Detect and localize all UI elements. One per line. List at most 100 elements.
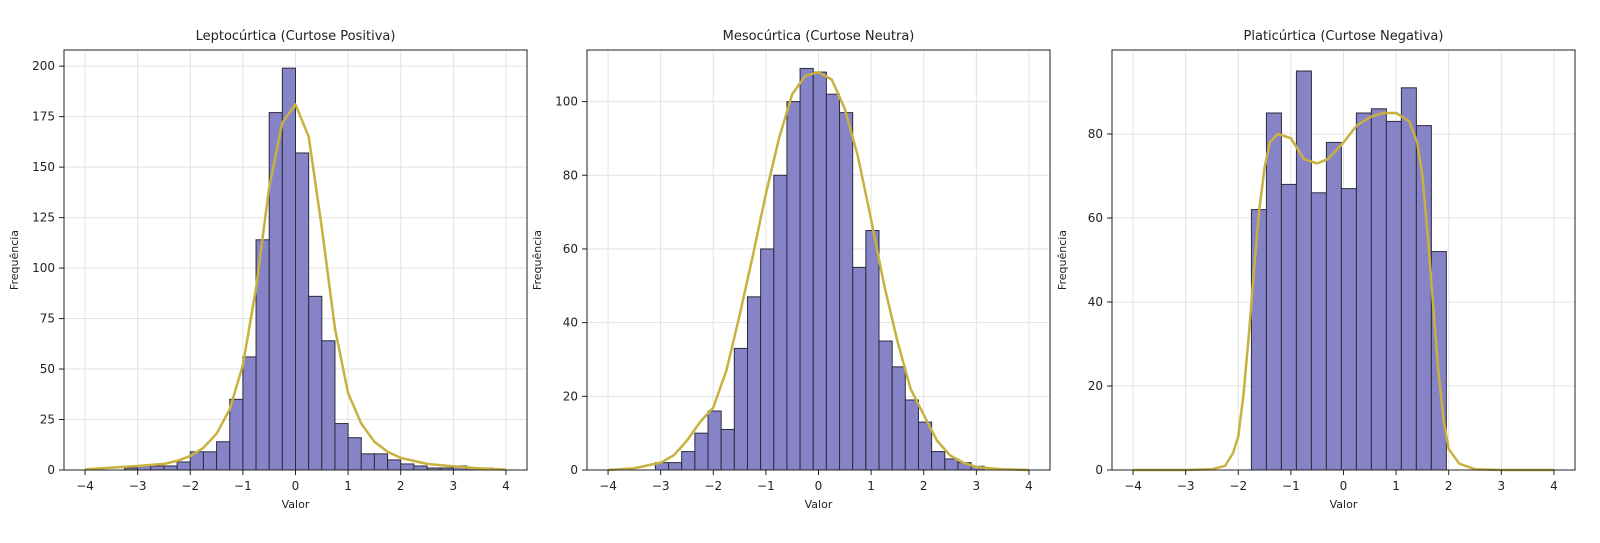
y-tick-label: 75 [40,312,55,326]
histogram-bar [321,340,336,471]
y-tick-label: 0 [47,463,55,477]
y-tick-label: 40 [563,316,578,330]
x-tick-label: 4 [1025,479,1033,493]
histogram-bar [229,398,244,471]
x-axis-label: Valor [1330,498,1358,511]
y-tick-label: 150 [32,160,55,174]
y-tick-label: 0 [1095,463,1103,477]
histogram-bar [1370,108,1387,471]
chart-title: Platicúrtica (Curtose Negativa) [1244,29,1444,44]
y-axis-label: Frequência [531,230,544,290]
x-tick-label: 3 [450,479,458,493]
y-tick-label: 0 [570,463,578,477]
x-axis-label: Valor [282,498,310,511]
x-tick-label: 1 [867,479,875,493]
histogram-bar [1325,141,1342,471]
histogram-bar [786,101,801,471]
histogram-bar [347,437,362,471]
histogram-bar [1310,192,1327,471]
histogram-bar [1385,120,1402,471]
histogram-bar [1355,112,1372,471]
histogram-bar [931,451,946,471]
y-tick-label: 175 [32,110,55,124]
y-tick-label: 50 [40,362,55,376]
histogram-bar [668,462,683,471]
histogram-bar [773,174,788,471]
histogram-bar [334,423,349,471]
histogram-bar [1265,112,1282,471]
histogram-bar [1400,87,1417,471]
histogram-bar [812,71,827,471]
x-tick-label: 2 [920,479,928,493]
y-tick-label: 125 [32,211,55,225]
y-axis-label: Frequência [8,230,21,290]
histogram-bar [944,458,959,471]
histogram-bar [878,340,893,471]
x-tick-label: −4 [76,479,94,493]
histogram-bar [917,421,933,471]
panel-leptokurtic: −4 −3 −2 −1 0 1 2 3 4 0 25 50 75 100 125 150 175 200 Lepto… [8,29,528,511]
histogram-bar [216,441,231,471]
histogram-bar [746,296,762,471]
x-tick-label: 0 [292,479,300,493]
histogram-bar [865,230,880,471]
y-tick-label: 80 [563,168,578,182]
histogram-bar [176,461,191,471]
x-tick-label: 0 [815,479,823,493]
histogram-bar [839,112,854,471]
x-tick-label: −4 [1124,479,1142,493]
x-tick-label: 4 [1550,479,1558,493]
histogram-bar [707,410,722,471]
y-tick-label: 20 [1088,379,1103,393]
histogram-bar [150,465,165,471]
histogram-bar [202,451,218,471]
x-tick-label: −3 [652,479,670,493]
histogram-bar [163,465,178,471]
histogram-bar [1430,251,1447,471]
y-tick-label: 200 [32,59,55,73]
x-tick-label: 0 [1340,479,1348,493]
x-tick-label: −2 [704,479,722,493]
histogram-bar [1295,70,1312,471]
y-tick-label: 60 [563,242,578,256]
kde-line [607,70,1030,472]
y-tick-label: 100 [555,95,578,109]
x-tick-label: 2 [1445,479,1453,493]
chart-title: Leptocúrtica (Curtose Positiva) [196,29,396,44]
histogram-bar [373,453,389,471]
y-tick-label: 60 [1088,211,1103,225]
y-tick-label: 80 [1088,127,1103,141]
histogram-bar [891,366,906,471]
histogram-bar [904,399,919,471]
x-tick-label: −3 [1177,479,1195,493]
y-tick-label: 20 [563,389,578,403]
x-tick-label: 4 [502,479,510,493]
x-tick-label: −2 [1229,479,1247,493]
x-tick-label: −4 [599,479,617,493]
histogram-bar [694,432,709,471]
histogram-bar [295,152,310,471]
kde-line [84,103,507,471]
x-tick-label: 1 [1392,479,1400,493]
histogram-bar [799,67,814,471]
histogram-bar [852,266,867,471]
histogram-bar [387,459,402,471]
x-tick-label: −1 [1282,479,1300,493]
histogram-bar [1415,125,1432,471]
x-tick-label: −3 [129,479,147,493]
histogram-bar [360,453,375,471]
histogram-bar [825,93,841,471]
x-tick-label: 3 [1498,479,1506,493]
x-tick-label: 2 [397,479,405,493]
x-tick-label: −2 [181,479,199,493]
x-tick-label: 3 [973,479,981,493]
histogram-bar [760,248,775,471]
histogram-bar [1340,188,1357,471]
histogram-bar [242,356,257,471]
histogram-bar [400,463,415,471]
y-tick-label: 100 [32,261,55,275]
histogram-bar [1250,209,1267,471]
